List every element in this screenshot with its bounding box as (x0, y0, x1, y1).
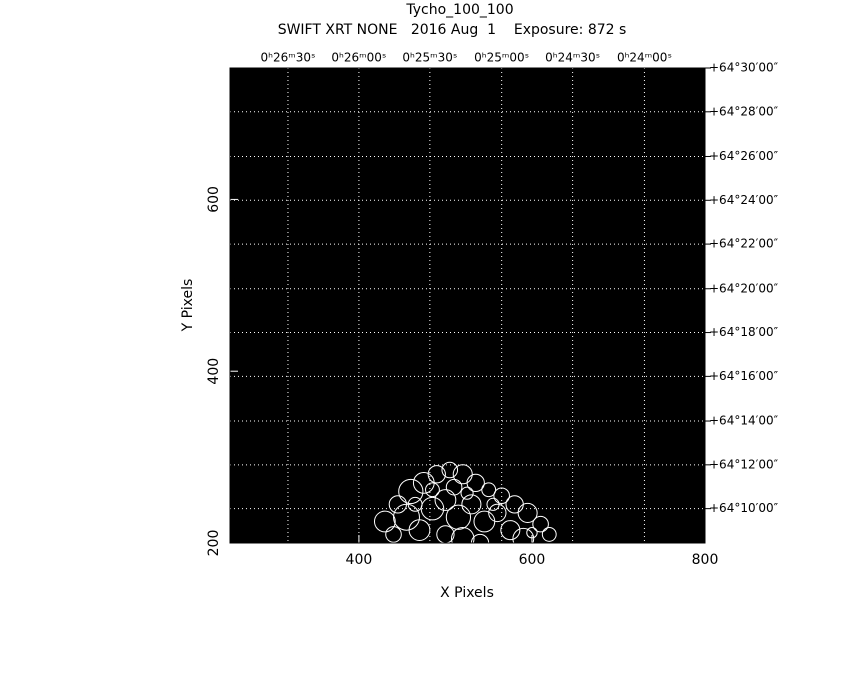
dec-tick-label: +64°26′00″ (709, 149, 779, 163)
ra-tick-label: 0ʰ25ᵐ00ˢ (474, 51, 529, 65)
ra-tick-label: 0ʰ24ᵐ30ˢ (545, 51, 600, 65)
source-region (441, 461, 459, 479)
source-region (488, 503, 507, 523)
source-region (408, 519, 431, 541)
source-region (541, 526, 557, 542)
dec-tick-label: +64°24′00″ (709, 193, 779, 207)
source-region (407, 496, 423, 512)
x-tick-label: 400 (346, 552, 373, 568)
source-region (512, 527, 535, 543)
dec-tick-label: +64°16′00″ (709, 369, 779, 383)
source-region (517, 502, 538, 523)
x-tick-label: 600 (519, 552, 546, 568)
chart-subtitle: SWIFT XRT NONE 2016 Aug 1 Exposure: 872 … (278, 22, 627, 38)
dec-tick-label: +64°18′00″ (709, 325, 779, 339)
source-region (434, 489, 457, 511)
source-region (373, 510, 396, 533)
ra-tick-label: 0ʰ26ᵐ00ˢ (331, 51, 386, 65)
ra-tick-label: 0ʰ24ᵐ00ˢ (617, 51, 672, 65)
plot-background (230, 68, 705, 543)
dec-tick-label: +64°10′00″ (709, 501, 779, 515)
x-axis-title: X Pixels (440, 585, 494, 601)
ra-tick-label: 0ʰ26ᵐ30ˢ (260, 51, 315, 65)
dec-tick-label: +64°14′00″ (709, 414, 779, 428)
source-region (427, 465, 446, 484)
source-region (500, 520, 521, 541)
source-region (466, 473, 485, 493)
y-axis-title: Y Pixels (180, 279, 196, 333)
dec-tick-label: +64°30′00″ (709, 61, 779, 75)
dec-tick-label: +64°20′00″ (709, 281, 779, 295)
source-region (460, 486, 474, 500)
source-region (420, 496, 445, 521)
source-region (398, 478, 424, 505)
source-region (493, 487, 510, 505)
source-region (436, 525, 455, 543)
y-tick-label: 400 (206, 358, 222, 385)
y-tick-label: 200 (206, 530, 222, 557)
plot-frame (229, 67, 706, 544)
dec-tick-label: +64°22′00″ (709, 237, 779, 251)
source-region (532, 515, 549, 533)
source-region (461, 494, 482, 515)
source-region (425, 482, 440, 498)
source-region (445, 478, 463, 496)
source-region (450, 526, 475, 543)
y-tick-label: 600 (206, 186, 222, 213)
source-region (481, 482, 497, 498)
source-region (486, 497, 500, 511)
x-tick-label: 800 (692, 552, 719, 568)
chart-title: Tycho_100_100 (405, 2, 513, 18)
source-region (445, 504, 472, 530)
source-region (385, 526, 402, 543)
source-region (393, 503, 420, 531)
dec-tick-label: +64°12′00″ (709, 457, 779, 471)
ra-tick-label: 0ʰ25ᵐ30ˢ (402, 51, 457, 65)
dec-tick-label: +64°28′00″ (709, 104, 779, 118)
data-layer (373, 461, 557, 543)
